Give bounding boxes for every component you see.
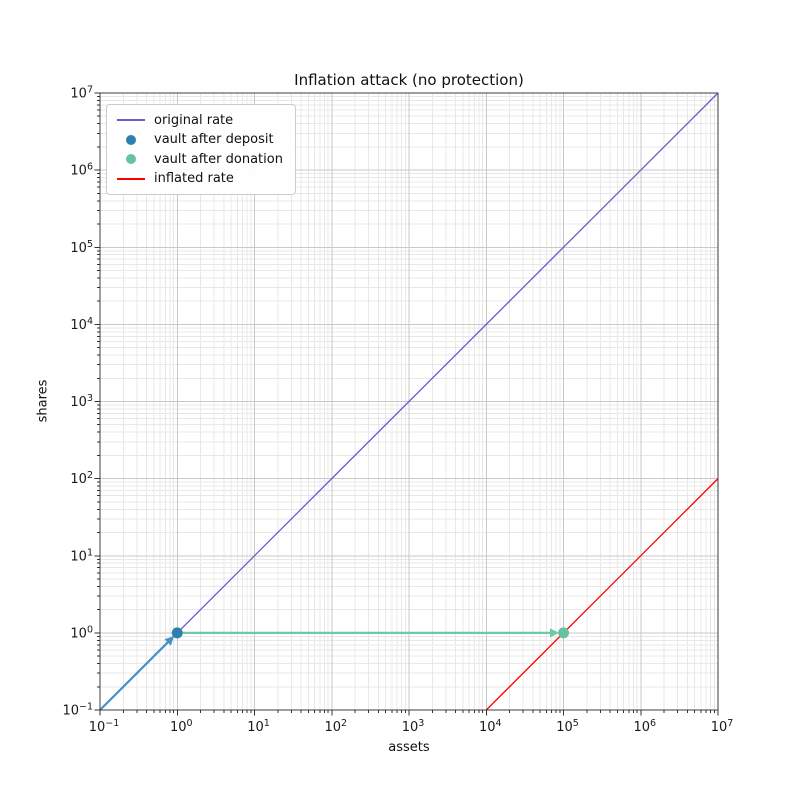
y-tick-label: 105	[70, 239, 93, 256]
legend-entry[interactable]: inflated rate	[116, 171, 283, 188]
deposit-arrow-head	[164, 636, 175, 646]
y-tick-label: 101	[70, 547, 93, 564]
x-axis-label: assets	[388, 740, 430, 755]
deposit-arrow	[99, 636, 175, 711]
x-tick-label: 103	[402, 718, 425, 735]
legend-dot-icon	[126, 154, 136, 165]
y-tick-label: 102	[70, 470, 93, 487]
x-tick-label: 105	[556, 718, 579, 735]
y-tick-label: 106	[70, 162, 93, 179]
legend: original rate vault after deposit vault af…	[106, 104, 296, 195]
y-tick-label: 107	[70, 85, 93, 102]
x-tick-label: 104	[479, 718, 502, 735]
legend-entry[interactable]: original rate	[116, 112, 283, 129]
legend-label: vault after deposit	[154, 132, 274, 148]
x-tick-label: 10−1	[89, 718, 120, 735]
y-tick-label: 100	[70, 624, 93, 641]
y-axis-label: shares	[35, 379, 51, 423]
legend-label: inflated rate	[154, 171, 234, 187]
legend-label: vault after donation	[154, 151, 283, 167]
line-inflated-rate	[485, 478, 719, 711]
legend-marker-cell	[116, 177, 146, 180]
deposit-arrow-shaft	[99, 641, 169, 711]
legend-marker-cell	[116, 119, 146, 122]
x-tick-label: 102	[324, 718, 347, 735]
donation-arrow	[177, 628, 559, 638]
legend-marker-cell	[116, 154, 146, 165]
chart-title: Inflation attack (no protection)	[294, 71, 524, 89]
x-tick-label: 100	[170, 718, 193, 735]
y-tick-label: 103	[70, 393, 93, 410]
y-tick-label: 10−1	[62, 702, 93, 719]
legend-line-icon	[117, 177, 145, 180]
x-tick-label: 101	[247, 718, 270, 735]
y-tick-label: 104	[70, 316, 93, 333]
marker-vault-after-donation[interactable]	[558, 627, 569, 639]
legend-entry[interactable]: vault after deposit	[116, 132, 283, 149]
x-tick-label: 106	[633, 718, 656, 735]
donation-arrow-head	[550, 628, 559, 638]
legend-dot-icon	[126, 134, 136, 145]
x-tick-label: 107	[711, 718, 734, 735]
legend-line-icon	[117, 119, 145, 122]
ticks	[94, 92, 719, 716]
marker-vault-after-deposit[interactable]	[171, 627, 183, 639]
legend-marker-cell	[116, 134, 146, 145]
line-original-rate	[99, 92, 719, 711]
legend-entry[interactable]: vault after donation	[116, 151, 283, 168]
legend-label: original rate	[154, 112, 234, 128]
